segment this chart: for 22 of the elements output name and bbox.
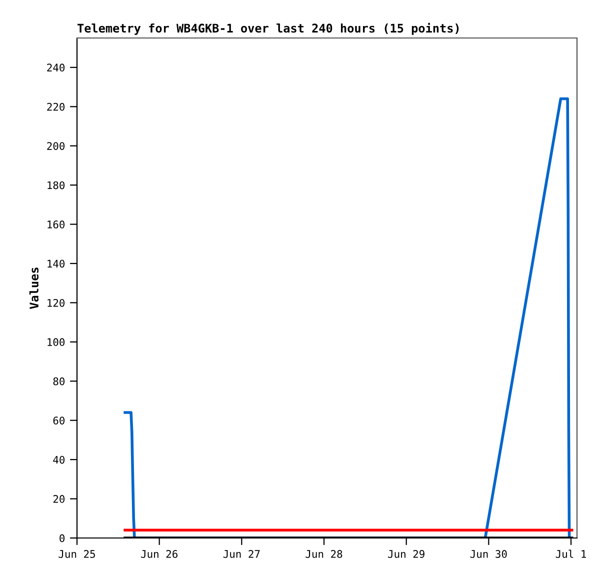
x-tick-label: Jun 26 — [141, 550, 178, 558]
y-tick-label: 180 — [48, 181, 65, 190]
y-axis-title: Values — [29, 268, 39, 309]
x-tick-label: Jun 25 — [58, 550, 95, 558]
x-tick-label: Jun 30 — [470, 550, 507, 558]
x-tick-label: Jun 28 — [306, 550, 342, 558]
y-tick-label: 160 — [48, 220, 65, 228]
y-tick-label: 100 — [48, 338, 65, 346]
y-tick-label: 240 — [47, 64, 65, 72]
y-tick-label: 0 — [60, 534, 65, 542]
x-tick-label: Jun 29 — [388, 550, 424, 558]
y-tick-label: 20 — [53, 495, 65, 503]
y-tick-label: 80 — [53, 377, 65, 386]
y-tick-label: 60 — [53, 416, 65, 424]
chart-title: Telemetry for WB4GKB-1 over last 240 hours (15 points) — [78, 22, 459, 35]
x-tick-label: Jul 1 — [556, 550, 586, 558]
y-tick-label: 220 — [47, 102, 65, 111]
y-tick-label: 120 — [48, 298, 65, 307]
x-tick-label: Jun 27 — [223, 550, 260, 558]
y-tick-label: 40 — [53, 456, 65, 464]
y-tick-label: 200 — [47, 142, 65, 150]
y-tick-label: 140 — [48, 260, 65, 268]
